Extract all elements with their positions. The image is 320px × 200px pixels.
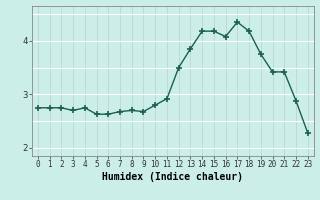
- X-axis label: Humidex (Indice chaleur): Humidex (Indice chaleur): [102, 172, 243, 182]
